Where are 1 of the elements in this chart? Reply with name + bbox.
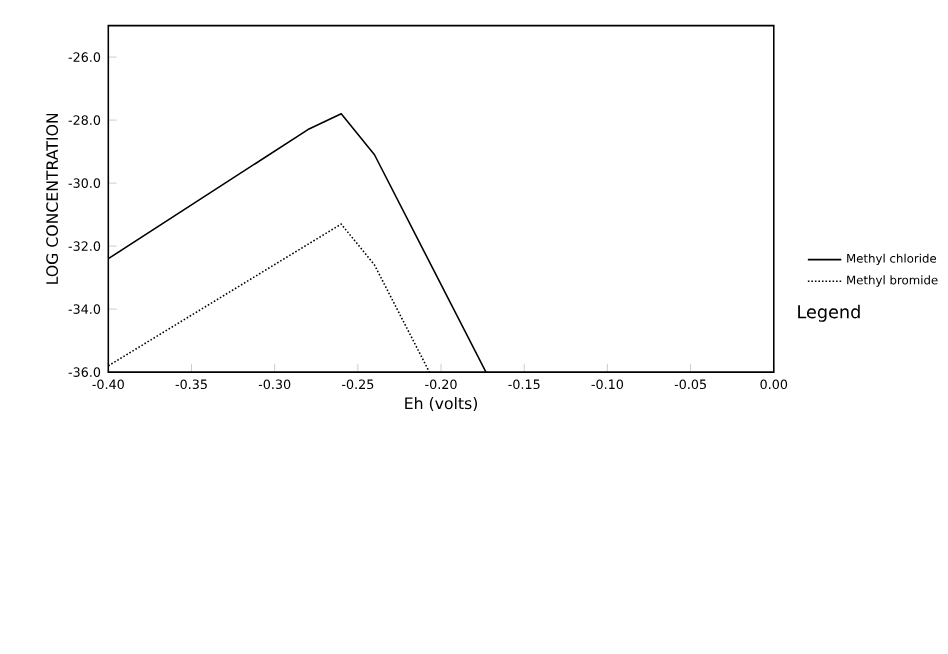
legend-title: Legend [798, 304, 860, 323]
